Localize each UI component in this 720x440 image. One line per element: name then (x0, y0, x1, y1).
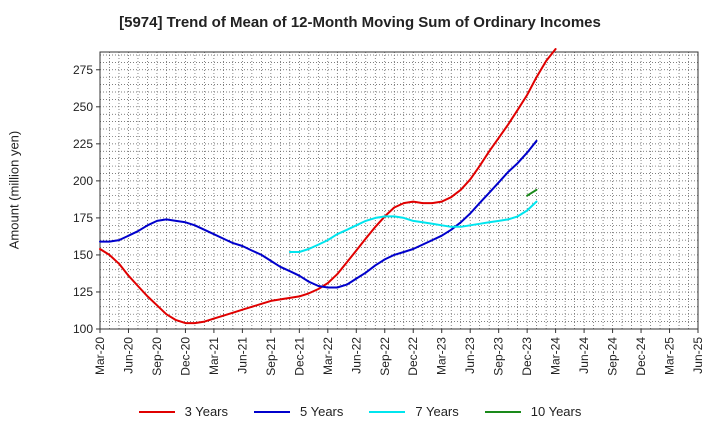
x-tick-label: Dec-20 (178, 337, 192, 376)
y-tick-label: 100 (73, 322, 93, 336)
legend-item: 3 Years (138, 404, 228, 419)
legend-label: 5 Years (300, 404, 344, 419)
y-tick-label: 250 (73, 100, 93, 114)
x-tick-label: Mar-22 (321, 337, 335, 375)
y-tick-label: 200 (73, 174, 93, 188)
legend-swatch (254, 410, 290, 413)
x-tick-label: Jun-20 (121, 337, 135, 374)
series-line-7-years (288, 200, 538, 253)
x-tick-label: Dec-23 (520, 337, 534, 376)
legend-swatch (138, 410, 175, 413)
legend-label: 10 Years (530, 404, 582, 419)
legend-item: 10 Years (484, 404, 582, 419)
legend: 3 Years 5 Years 7 Years 10 Years (0, 404, 720, 419)
x-tick-label: Jun-22 (349, 337, 363, 374)
legend-swatch (484, 410, 521, 413)
x-tick-label: Mar-20 (93, 337, 107, 375)
legend-label: 3 Years (184, 404, 228, 419)
chart-title: [5974] Trend of Mean of 12-Month Moving … (119, 14, 601, 31)
y-tick-label: 275 (73, 63, 93, 77)
x-tick-label: Jun-25 (691, 337, 705, 374)
plot-frame (99, 51, 699, 330)
y-tick-label: 125 (73, 285, 93, 299)
x-tick-label: Mar-21 (207, 337, 221, 375)
y-tick-label: 225 (73, 137, 93, 151)
y-tick-label: 175 (73, 211, 93, 225)
x-tick-label: Sep-23 (492, 337, 506, 376)
x-tick-label: Jun-24 (577, 337, 591, 374)
x-tick-label: Sep-22 (378, 337, 392, 376)
x-tick-label: Jun-23 (463, 337, 477, 374)
x-tick-label: Jun-21 (235, 337, 249, 374)
y-tick-label: 150 (73, 248, 93, 262)
series-line-5-years (99, 139, 538, 289)
legend-item: 5 Years (254, 404, 343, 419)
x-tick-label: Sep-24 (606, 337, 620, 376)
x-tick-label: Dec-21 (292, 337, 306, 376)
legend-swatch (369, 410, 406, 413)
series-line-10-years (526, 188, 538, 197)
x-tick-label: Dec-24 (634, 337, 648, 376)
legend-item: 7 Years (369, 404, 459, 419)
x-tick-label: Sep-21 (264, 337, 278, 376)
x-tick-label: Mar-24 (549, 337, 563, 375)
x-tick-label: Dec-22 (406, 337, 420, 376)
x-tick-label: Mar-23 (435, 337, 449, 375)
series-line-3-years (99, 48, 557, 325)
x-tick-label: Sep-20 (150, 337, 164, 376)
legend-label: 7 Years (415, 404, 459, 419)
x-tick-label: Mar-25 (663, 337, 677, 375)
